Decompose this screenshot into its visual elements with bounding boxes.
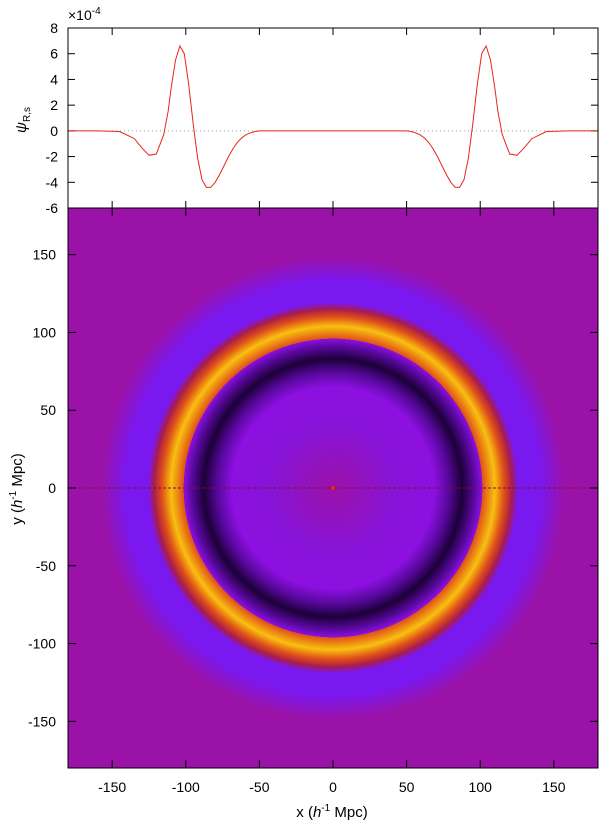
heatmap-x-axis-label: x (h-1 Mpc) [296,803,367,821]
profile-y-tick-label: 0 [50,123,58,139]
heatmap-y-tick-label: -50 [36,558,56,574]
heatmap-y-tick-label: 0 [48,480,56,496]
heatmap-frame [67,207,599,769]
heatmap-y-ticks: -150 -100 -50 0 50 100 150 [28,247,598,729]
profile-y-multiplier-exp: -4 [92,6,101,17]
heatmap-x-tick-label: 100 [469,779,493,795]
heatmap-x-ticks: -150 -100 -50 0 50 100 150 [98,208,566,795]
heatmap-y-axis-label: y (h-1 Mpc) [8,453,26,524]
center-marker [331,486,335,490]
profile-y-axis-label-main: ψ [13,122,30,133]
profile-y-tick-label: -6 [46,200,59,216]
profile-y-multiplier: ×10-4 [68,6,101,23]
profile-series-line [68,44,598,188]
profile-y-axis-label-sub: R,s [22,107,33,122]
heatmap-x-tick-label: -50 [249,779,269,795]
heatmap-x-tick-label: 50 [399,779,415,795]
profile-y-multiplier-base: ×10 [68,7,92,23]
heatmap-y-tick-label: -150 [28,713,56,729]
profile-y-tick-label: -2 [46,149,59,165]
profile-y-tick-label: 2 [50,97,58,113]
profile-y-tick-label: 4 [50,71,58,87]
profile-plot-area [68,28,598,208]
heatmap-x-tick-label: 150 [542,779,566,795]
heatmap-x-tick-label: 0 [329,779,337,795]
heatmap-y-tick-label: -100 [28,636,56,652]
heatmap-y-tick-label: 100 [33,324,57,340]
heatmap-y-tick-label: 150 [33,247,57,263]
profile-y-axis-label: ψR,s [13,107,33,133]
profile-y-tick-label: 8 [50,20,58,36]
profile-y-tick-label: 6 [50,46,58,62]
profile-y-tick-label: -4 [46,174,59,190]
profile-y-ticks: -6 -4 -2 0 2 4 6 8 [46,20,598,216]
heatmap-x-tick-label: -100 [172,779,200,795]
heatmap-panel: -150 -100 -50 0 50 100 150 -150 -100 -50 0 50 100 15… [8,207,599,821]
profile-x-ticks [111,28,555,208]
heatmap-y-tick-label: 50 [40,402,56,418]
heatmap-x-tick-label: -150 [98,779,126,795]
